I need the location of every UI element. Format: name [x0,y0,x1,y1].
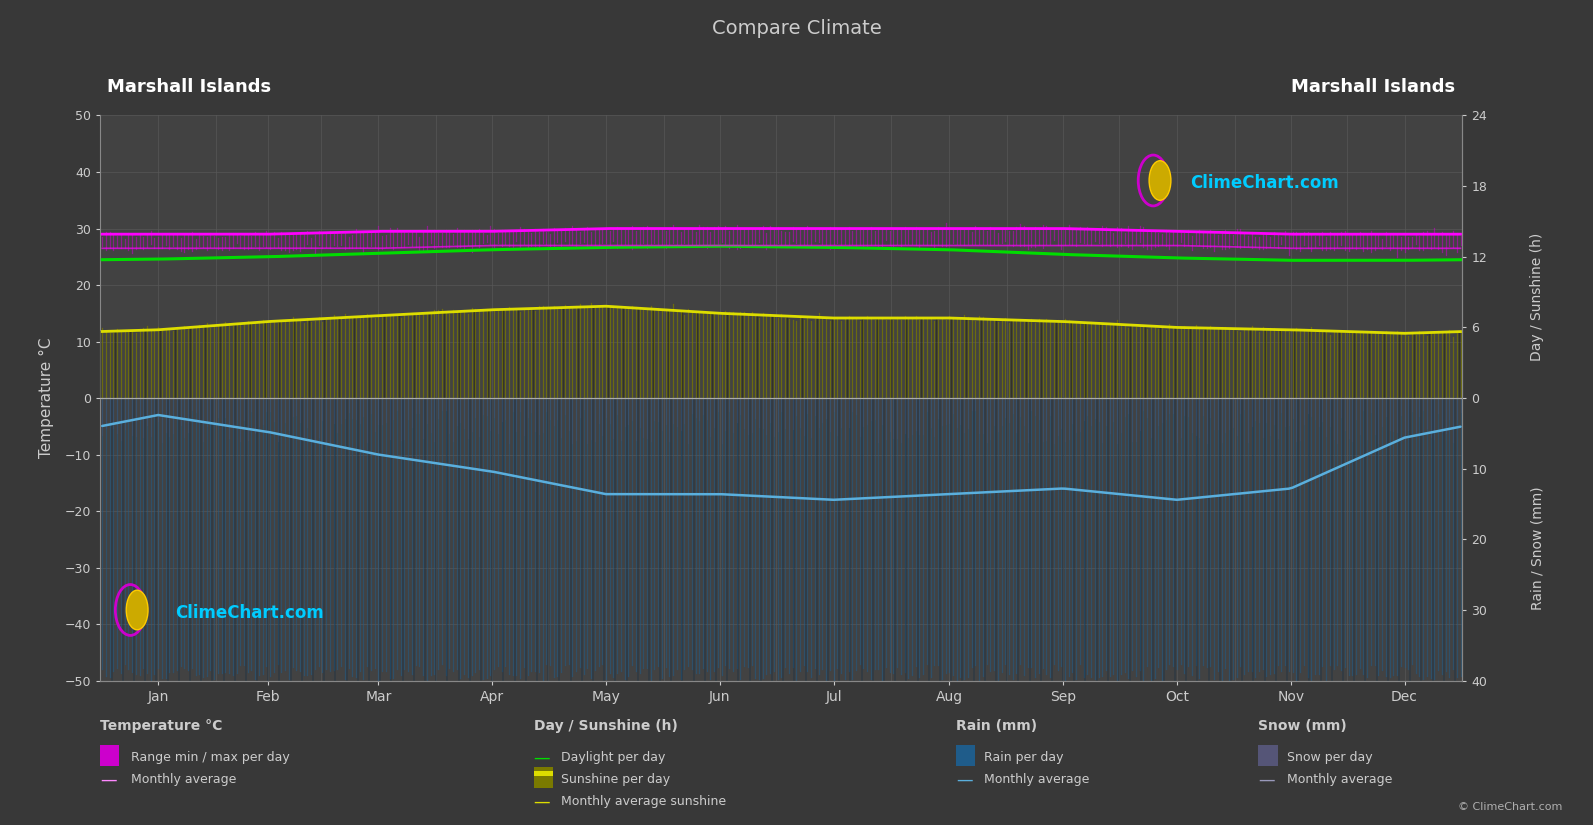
Text: Daylight per day: Daylight per day [561,751,666,764]
Text: —: — [956,771,972,789]
Text: ClimeChart.com: ClimeChart.com [1190,174,1338,192]
Text: Snow (mm): Snow (mm) [1258,719,1348,733]
Text: —: — [534,748,550,766]
Text: Rain / Snow (mm): Rain / Snow (mm) [1531,487,1544,610]
Text: Compare Climate: Compare Climate [712,19,881,39]
Text: ClimeChart.com: ClimeChart.com [175,604,323,622]
Text: Monthly average: Monthly average [131,773,236,786]
Y-axis label: Temperature °C: Temperature °C [38,337,54,459]
Ellipse shape [126,590,148,629]
Text: Day / Sunshine (h): Day / Sunshine (h) [1531,233,1544,361]
Text: Day / Sunshine (h): Day / Sunshine (h) [534,719,677,733]
Text: Range min / max per day: Range min / max per day [131,751,290,764]
Text: Marshall Islands: Marshall Islands [107,78,271,96]
Text: —: — [1258,771,1274,789]
Text: —: — [534,793,550,811]
Text: Monthly average: Monthly average [984,773,1090,786]
Text: Temperature °C: Temperature °C [100,719,223,733]
Ellipse shape [1149,161,1171,200]
Text: Rain (mm): Rain (mm) [956,719,1037,733]
Text: Monthly average: Monthly average [1287,773,1392,786]
Text: © ClimeChart.com: © ClimeChart.com [1458,802,1563,812]
Text: Snow per day: Snow per day [1287,751,1373,764]
Text: —: — [100,771,116,789]
Text: Monthly average sunshine: Monthly average sunshine [561,795,726,808]
Text: Marshall Islands: Marshall Islands [1292,78,1456,96]
Text: Rain per day: Rain per day [984,751,1064,764]
Text: Sunshine per day: Sunshine per day [561,773,671,786]
